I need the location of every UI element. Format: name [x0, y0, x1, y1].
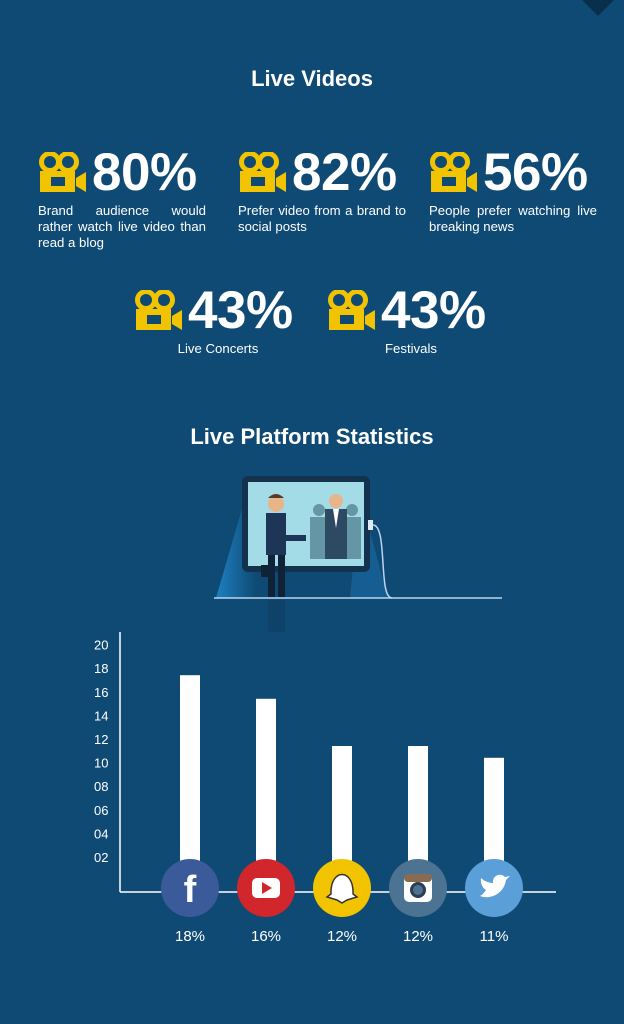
y-tick-label: 16 — [94, 685, 108, 700]
bar-instagram — [408, 746, 428, 892]
snapchat-icon — [313, 859, 371, 917]
stat-live-concerts: 43% Live Concerts — [134, 284, 302, 357]
facebook-icon: f — [161, 859, 219, 917]
instagram-icon — [389, 859, 447, 917]
section-title-platform-statistics: Live Platform Statistics — [190, 424, 434, 449]
section-title-live-videos: Live Videos — [251, 66, 373, 91]
y-tick-label: 06 — [94, 803, 108, 818]
stat-value: 43% — [381, 281, 486, 340]
stat-caption: Live Concerts — [177, 341, 259, 356]
y-tick-label: 18 — [94, 661, 108, 676]
stat-caption: People prefer watching live breaking new… — [429, 203, 597, 234]
bar-value-label: 12% — [403, 928, 433, 945]
stat-breaking-news: 56% People prefer watching live breaking… — [429, 146, 597, 235]
stat-caption: Festivals — [384, 341, 438, 356]
y-tick-label: 02 — [94, 850, 108, 865]
stat-value: 82% — [292, 143, 397, 202]
y-tick-label: 08 — [94, 779, 108, 794]
stat-caption: Prefer video from a brand to social post… — [238, 203, 406, 234]
y-tick-label: 20 — [94, 638, 108, 653]
y-tick-label: 12 — [94, 732, 108, 747]
corner-tab — [582, 0, 614, 16]
stat-prefer-video: 82% Prefer video from a brand to social … — [238, 146, 406, 235]
y-tick-label: 04 — [94, 826, 108, 841]
bar-facebook — [180, 675, 200, 892]
stat-festivals: 43% Festivals — [327, 284, 495, 357]
stat-value: 43% — [188, 281, 293, 340]
bar-snapchat — [332, 746, 352, 892]
bar-value-label: 11% — [480, 928, 509, 945]
y-tick-label: 14 — [94, 708, 108, 723]
bar-value-label: 18% — [175, 928, 205, 945]
stat-value: 80% — [92, 143, 197, 202]
stat-brand-audience: 80% Brand audience would rather watch li… — [38, 146, 206, 251]
bar-youtube — [256, 698, 276, 892]
stat-value: 56% — [483, 143, 588, 202]
twitter-icon — [465, 859, 523, 917]
bar-value-label: 16% — [251, 928, 281, 945]
svg-text:f: f — [184, 869, 197, 911]
youtube-icon — [237, 859, 295, 917]
bar-value-label: 12% — [327, 928, 357, 945]
bar-twitter — [484, 757, 504, 892]
y-tick-label: 10 — [94, 756, 108, 771]
presentation-illustration — [214, 476, 502, 632]
stat-caption: Brand audience would rather watch live v… — [38, 203, 206, 250]
